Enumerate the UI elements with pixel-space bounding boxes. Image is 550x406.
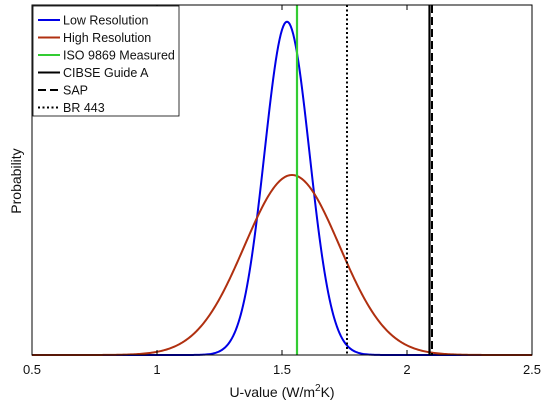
legend-label-sap: SAP [63,84,88,98]
vlines-layer [295,5,433,355]
x-axis: 0.5 1 1.5 2 2.5 [23,5,541,377]
x-tick-label: 2.5 [523,362,541,377]
x-tick-label: 1.5 [273,362,291,377]
y-axis-title: Probability [8,148,24,213]
x-axis-title-superscript: 2 [315,383,321,394]
x-tick-label: 2 [403,362,410,377]
legend-label-high-resolution: High Resolution [63,31,151,45]
x-axis-title: U-value (W/m2K) [229,383,334,400]
legend-label-iso-9869-measured: ISO 9869 Measured [63,49,175,63]
legend-label-low-resolution: Low Resolution [63,14,149,28]
x-tick-label: 0.5 [23,362,41,377]
legend: Low Resolution High Resolution ISO 9869 Me… [32,5,180,117]
x-tick-label: 1 [153,362,160,377]
legend-label-cibse-guide-a: CIBSE Guide A [63,66,149,80]
legend-label-br-443: BR 443 [63,101,105,115]
legend-box [32,5,180,117]
